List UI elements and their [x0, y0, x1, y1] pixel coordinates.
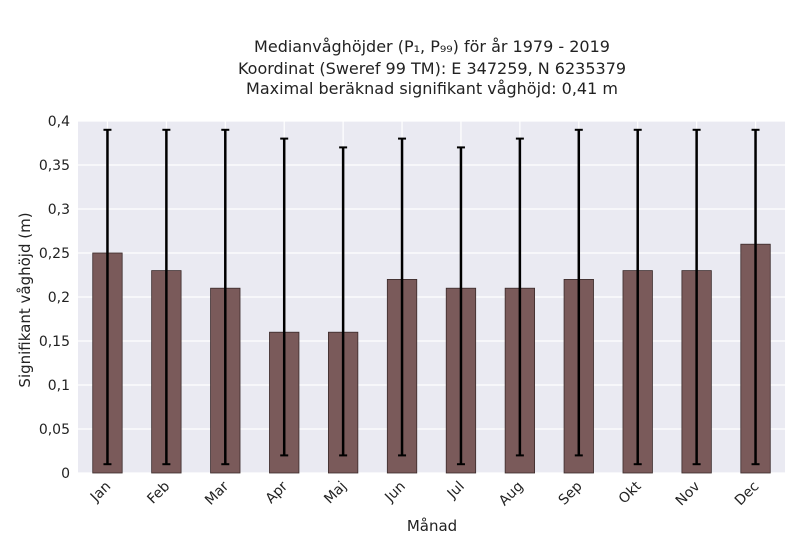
y-tick-label: 0,25 [39, 246, 70, 262]
x-tick-label: Sep [556, 478, 586, 508]
x-axis-ticks: Jan Feb Mar Apr Maj Jun Jul Aug Sep Okt Nov Dec [87, 478, 762, 509]
title-line-1: Medianvåghöjder (P₁, P₉₉) för år 1979 - … [254, 37, 610, 56]
y-tick-label: 0,4 [48, 114, 70, 130]
x-tick-label: Mar [202, 478, 232, 508]
y-tick-label: 0,15 [39, 334, 70, 350]
x-tick-label: Dec [732, 479, 762, 509]
x-tick-label: Jun [381, 479, 408, 506]
x-axis-label: Månad [407, 517, 457, 535]
y-axis-label: Signifikant våghöjd (m) [16, 212, 34, 387]
y-tick-label: 0 [61, 466, 70, 482]
x-tick-label: Nov [673, 479, 704, 510]
y-tick-label: 0,35 [39, 158, 70, 174]
y-tick-label: 0,3 [48, 202, 70, 218]
error-bars [103, 128, 760, 466]
x-tick-label: Aug [496, 479, 527, 510]
y-tick-label: 0,2 [48, 290, 70, 306]
x-tick-label: Jan [87, 479, 114, 506]
x-tick-label: Maj [321, 479, 350, 508]
x-tick-label: Okt [616, 478, 645, 507]
x-tick-label: Jul [444, 479, 468, 503]
title-line-2: Koordinat (Sweref 99 TM): E 347259, N 62… [238, 59, 626, 78]
chart-title: Medianvåghöjder (P₁, P₉₉) för år 1979 - … [238, 37, 626, 98]
x-tick-label: Apr [263, 478, 292, 507]
x-tick-label: Feb [144, 478, 173, 507]
y-axis-ticks: 0 0,05 0,1 0,15 0,2 0,25 0,3 0,35 0,4 [39, 114, 70, 482]
y-tick-label: 0,1 [48, 378, 70, 394]
title-line-3: Maximal beräknad signifikant våghöjd: 0,… [246, 79, 618, 98]
y-tick-label: 0,05 [39, 422, 70, 438]
